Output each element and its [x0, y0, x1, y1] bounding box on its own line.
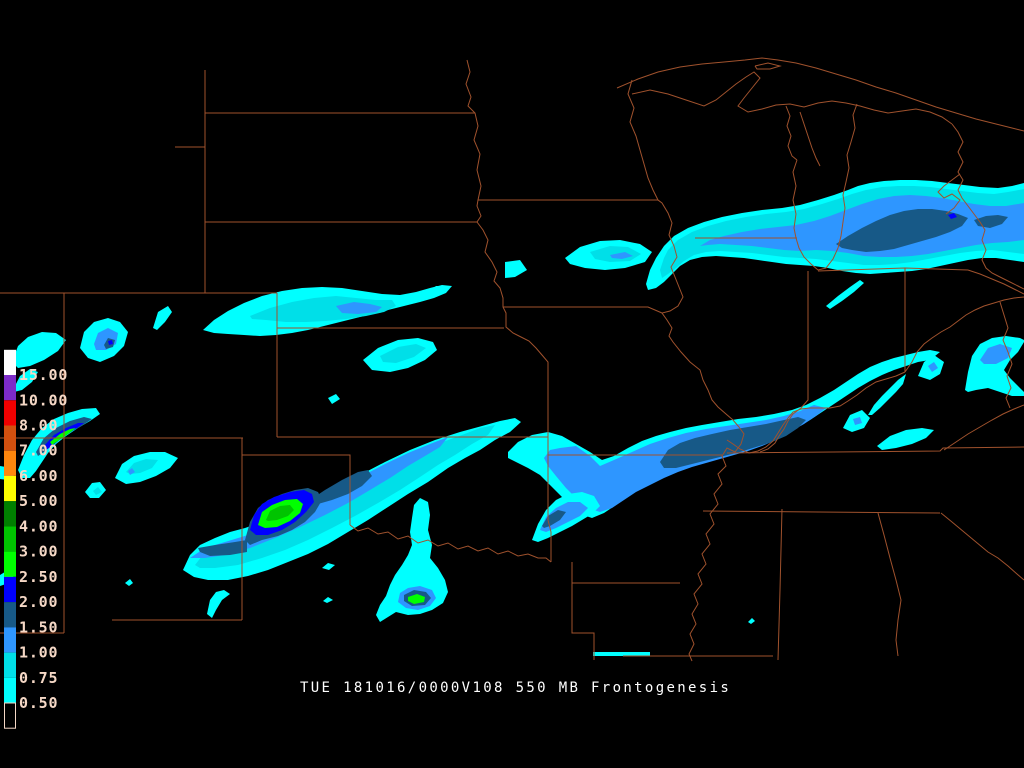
contour-fill-c100	[980, 344, 1012, 364]
colorbar-underflow-box	[4, 702, 16, 729]
contour-fill-c050	[328, 394, 340, 404]
contour-fill-c050	[593, 652, 650, 656]
contour-fill-c100	[700, 195, 1024, 257]
colorbar-swatch	[4, 551, 16, 577]
colorbar-swatch	[4, 476, 16, 502]
contour-fill-c300	[266, 505, 294, 521]
contour-fill-c150	[836, 209, 968, 252]
colorbar-swatch	[4, 576, 16, 603]
state-border-line	[777, 508, 783, 661]
state-border-line	[967, 269, 1024, 295]
colorbar-swatch	[4, 375, 16, 401]
colorbar-label: 0.50	[19, 694, 58, 712]
state-border-line	[503, 306, 663, 314]
contour-fill-c075	[93, 487, 102, 495]
contour-fill-c150	[198, 540, 247, 556]
state-border-line	[465, 59, 549, 455]
state-border-line	[726, 371, 906, 454]
colorbar-swatch	[4, 652, 16, 678]
colorbar-swatch	[4, 526, 16, 552]
state-border-line	[754, 62, 782, 70]
state-border-line	[242, 454, 351, 525]
contour-fill-c100	[853, 417, 862, 425]
contour-fill-c200	[948, 213, 957, 219]
colorbar-label: 6.00	[19, 467, 58, 485]
contour-fill-c050	[965, 336, 1024, 396]
contour-fill-c250	[50, 428, 76, 445]
contour-fill-c100	[190, 437, 448, 558]
colorbar-swatch	[4, 400, 16, 426]
colorbar-label: 3.00	[19, 543, 58, 561]
state-border-line	[616, 57, 1024, 132]
state-border-line	[759, 271, 809, 453]
contour-fill-c200	[108, 340, 113, 345]
state-border-line	[792, 103, 858, 271]
colorbar-label: 1.50	[19, 618, 58, 636]
state-border-line	[904, 296, 1024, 373]
state-border-line	[937, 173, 961, 215]
colorbar-swatch	[4, 677, 16, 703]
contour-fill-c050	[505, 260, 527, 278]
colorbar-swatch	[4, 602, 16, 628]
state-border-line	[627, 79, 745, 662]
colorbar-label: 15.00	[19, 366, 68, 384]
contour-fill-c150	[974, 215, 1008, 228]
contour-fill-c050	[748, 618, 755, 624]
map-caption: TUE 181016/0000V108 550 MB Frontogenesis	[300, 680, 732, 696]
contour-fill-c050	[868, 374, 906, 415]
colorbar-label: 0.75	[19, 669, 58, 687]
state-border-line	[726, 446, 1024, 454]
colorbar-label: 4.00	[19, 517, 58, 535]
contour-fill-c050	[12, 332, 66, 368]
contour-fill-c050	[826, 280, 864, 309]
contour-fill-c075	[250, 296, 396, 322]
colorbar-label: 1.00	[19, 644, 58, 662]
contour-fill-c100	[336, 302, 382, 314]
colorbar-label: 10.00	[19, 391, 68, 409]
colorbar-label: 5.00	[19, 492, 58, 510]
colorbar-swatch	[4, 501, 16, 527]
colorbar-label: 8.00	[19, 417, 58, 435]
colorbar-swatch	[4, 627, 16, 653]
contour-fill-c050	[877, 428, 934, 450]
contour-fill-c050	[153, 306, 172, 330]
contour-fill-c050	[125, 579, 133, 586]
state-border-line	[571, 562, 595, 660]
colorbar-label: 2.00	[19, 593, 58, 611]
state-border-line	[631, 71, 953, 125]
contour-fill-c100	[128, 468, 135, 475]
state-border-line	[877, 512, 902, 657]
colorbar-swatch	[4, 450, 16, 476]
state-border-line	[951, 123, 1024, 290]
state-border-line	[349, 524, 552, 563]
contour-fill-c150	[542, 510, 566, 528]
contour-fill-c150	[310, 470, 372, 504]
colorbar-swatch	[4, 349, 16, 375]
contour-fill-c100	[610, 252, 633, 259]
state-border-line	[940, 512, 1024, 581]
state-border-line	[785, 105, 798, 161]
contour-fill-c050	[323, 597, 333, 603]
contour-fill-c100	[928, 362, 938, 372]
contour-fill-c050	[322, 563, 335, 570]
contour-fill-c075	[380, 344, 426, 363]
state-border-line	[999, 301, 1013, 409]
contour-fill-c050	[14, 369, 38, 392]
contour-fill-c075	[126, 459, 158, 474]
contour-fill-c050	[207, 590, 230, 618]
colorbar-label: 7.00	[19, 442, 58, 460]
contour-fill-c250	[408, 594, 425, 604]
state-border-line	[702, 510, 941, 514]
state-border-line	[547, 437, 552, 562]
state-border-line	[799, 111, 821, 167]
colorbar-swatch	[4, 425, 16, 451]
colorbar-label: 2.50	[19, 568, 58, 586]
state-border-line	[943, 404, 1024, 451]
